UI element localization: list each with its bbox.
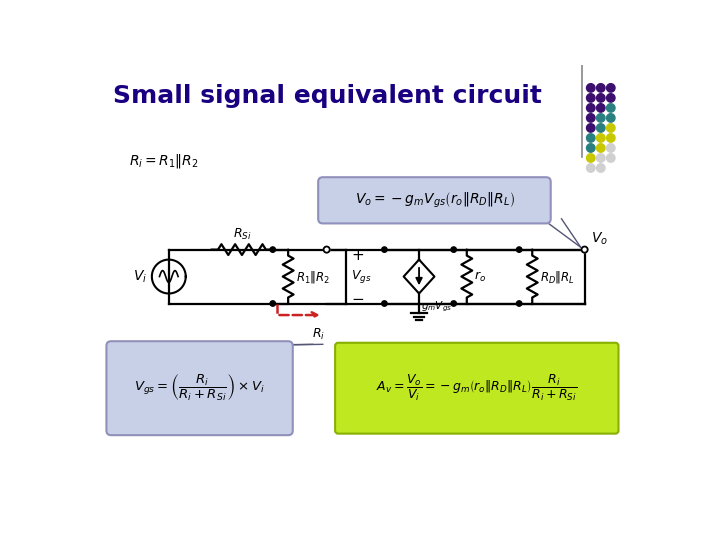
- Circle shape: [382, 247, 387, 252]
- Text: $V_{gs} = \left(\dfrac{R_i}{R_i + R_{Si}}\right) \times V_i$: $V_{gs} = \left(\dfrac{R_i}{R_i + R_{Si}…: [134, 373, 265, 403]
- Circle shape: [587, 114, 595, 122]
- Circle shape: [597, 114, 605, 122]
- FancyBboxPatch shape: [335, 343, 618, 434]
- Text: $V_{gs}$: $V_{gs}$: [351, 268, 372, 285]
- Text: $R_i$: $R_i$: [312, 327, 325, 342]
- Circle shape: [587, 164, 595, 172]
- FancyBboxPatch shape: [318, 177, 551, 224]
- Text: $-$: $-$: [351, 290, 364, 305]
- Text: $A_v = \dfrac{V_o}{V_i} = -g_m\left(r_o\|R_D\|R_L\right)\dfrac{R_i}{R_i + R_{Si}: $A_v = \dfrac{V_o}{V_i} = -g_m\left(r_o\…: [377, 373, 577, 403]
- FancyBboxPatch shape: [107, 341, 293, 435]
- Circle shape: [587, 93, 595, 102]
- Text: Small signal equivalent circuit: Small signal equivalent circuit: [113, 84, 542, 108]
- Circle shape: [270, 247, 276, 252]
- Circle shape: [597, 124, 605, 132]
- Circle shape: [606, 144, 615, 152]
- Circle shape: [606, 104, 615, 112]
- Text: $V_o = -g_m V_{gs}\left(r_o\|R_D\|R_L\right)$: $V_o = -g_m V_{gs}\left(r_o\|R_D\|R_L\ri…: [354, 191, 514, 210]
- Circle shape: [606, 84, 615, 92]
- Text: $V_o$: $V_o$: [590, 230, 608, 247]
- Circle shape: [597, 144, 605, 152]
- Circle shape: [597, 164, 605, 172]
- Circle shape: [597, 104, 605, 112]
- Circle shape: [587, 154, 595, 162]
- Text: $R_i = R_1\|R_2$: $R_i = R_1\|R_2$: [129, 152, 199, 170]
- Circle shape: [587, 84, 595, 92]
- Circle shape: [323, 247, 330, 253]
- Text: $R_D\|R_L$: $R_D\|R_L$: [540, 268, 575, 285]
- Circle shape: [587, 124, 595, 132]
- Circle shape: [516, 301, 522, 306]
- Circle shape: [270, 301, 276, 306]
- Circle shape: [587, 104, 595, 112]
- Circle shape: [606, 114, 615, 122]
- Circle shape: [606, 134, 615, 142]
- Circle shape: [606, 124, 615, 132]
- Circle shape: [587, 144, 595, 152]
- Circle shape: [597, 84, 605, 92]
- Circle shape: [597, 154, 605, 162]
- Text: $R_1\|R_2$: $R_1\|R_2$: [296, 268, 330, 285]
- Circle shape: [451, 301, 456, 306]
- Circle shape: [382, 301, 387, 306]
- Circle shape: [597, 134, 605, 142]
- Circle shape: [587, 134, 595, 142]
- Circle shape: [582, 247, 588, 253]
- Text: $V_i$: $V_i$: [133, 268, 148, 285]
- Text: $r_o$: $r_o$: [474, 269, 487, 284]
- Circle shape: [606, 154, 615, 162]
- Circle shape: [606, 93, 615, 102]
- Circle shape: [516, 247, 522, 252]
- Circle shape: [451, 247, 456, 252]
- Circle shape: [597, 93, 605, 102]
- Text: $g_m V_{gs}$: $g_m V_{gs}$: [421, 300, 453, 314]
- Text: $+$: $+$: [351, 248, 364, 264]
- Text: $R_{Si}$: $R_{Si}$: [233, 227, 251, 242]
